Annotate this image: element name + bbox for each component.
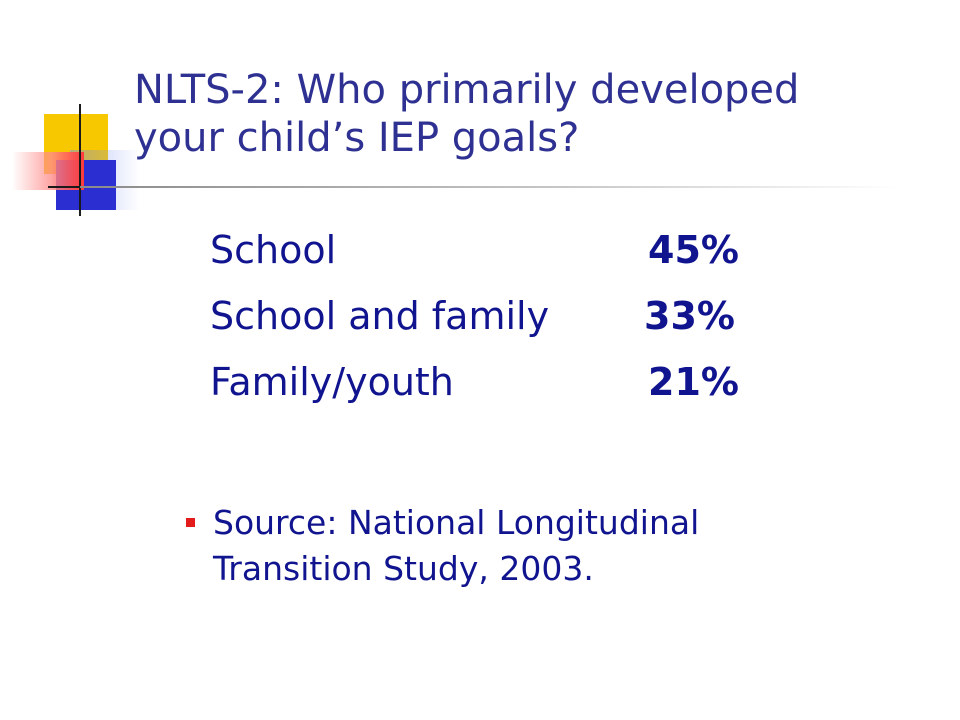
stat-label: School and family — [210, 294, 550, 338]
source-line-2: Transition Study, 2003. — [213, 549, 594, 588]
source-text: Source: National Longitudinal Transition… — [213, 500, 699, 592]
stat-value: 21% — [648, 360, 739, 404]
source-line-1: Source: National Longitudinal — [213, 503, 700, 542]
bullet-square-icon — [186, 518, 195, 527]
red-fade-square — [12, 152, 84, 190]
stat-value: 33% — [644, 294, 735, 338]
title-line-2: your child’s IEP goals? — [134, 115, 580, 161]
vertical-line — [79, 104, 81, 216]
stat-value: 45% — [648, 228, 739, 272]
title-line-1: NLTS-2: Who primarily developed — [134, 67, 800, 113]
stat-label: School — [210, 228, 337, 272]
slide-title: NLTS-2: Who primarily developed your chi… — [134, 66, 914, 162]
stat-label: Family/youth — [210, 360, 454, 404]
title-underline — [80, 186, 900, 188]
